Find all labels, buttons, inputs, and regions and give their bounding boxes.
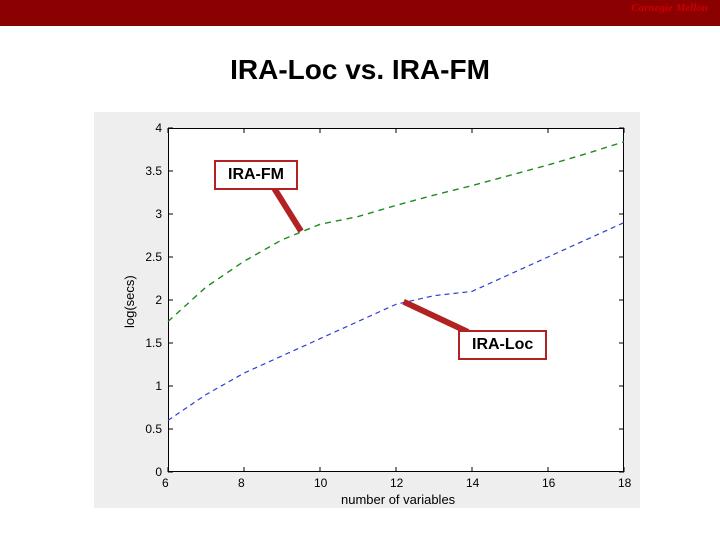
brand-text: Carnegie Mellon	[631, 2, 708, 14]
y-tick: 1	[155, 379, 162, 393]
y-tick: 0	[155, 465, 162, 479]
y-tick: 3	[155, 207, 162, 221]
x-tick: 6	[162, 476, 169, 490]
y-tick: 1.5	[145, 336, 162, 350]
callout-ira-fm: IRA-FM	[214, 160, 298, 190]
x-tick: 12	[390, 476, 403, 490]
x-tick: 10	[314, 476, 327, 490]
x-tick: 16	[542, 476, 555, 490]
callout-ira-loc: IRA-Loc	[458, 330, 547, 360]
x-axis-label: number of variables	[341, 492, 455, 507]
x-tick: 18	[618, 476, 631, 490]
x-tick: 8	[238, 476, 245, 490]
y-tick: 4	[155, 121, 162, 135]
slide-title: IRA-Loc vs. IRA-FM	[0, 54, 720, 86]
x-tick: 14	[466, 476, 479, 490]
y-tick: 2.5	[145, 250, 162, 264]
y-tick: 2	[155, 293, 162, 307]
header-bar	[0, 0, 720, 26]
y-axis-label: log(secs)	[122, 275, 137, 328]
y-tick: 0.5	[145, 422, 162, 436]
y-tick: 3.5	[145, 164, 162, 178]
